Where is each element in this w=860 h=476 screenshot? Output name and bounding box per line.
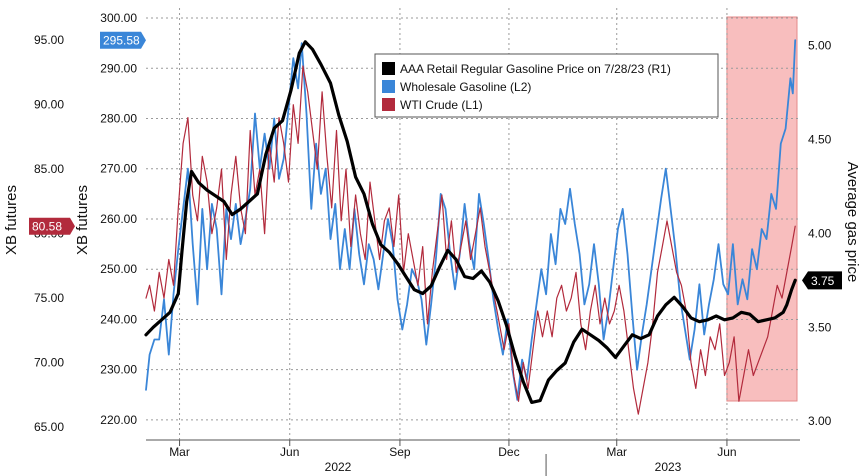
left-inner-current-value-tag-label: 295.58 — [103, 34, 140, 48]
right-tick-label: 4.00 — [808, 226, 832, 240]
legend-swatch-retail — [382, 62, 395, 75]
right-axis-title: Average gas price — [844, 162, 860, 283]
legend: AAA Retail Regular Gasoline Price on 7/2… — [374, 53, 719, 118]
left-outer-tick-label: 70.00 — [34, 356, 64, 370]
highlight-layer — [726, 16, 798, 402]
left-inner-tick-label: 240.00 — [100, 312, 137, 326]
highlight-band — [726, 16, 798, 402]
series-line-aaa-retail-regular-gasoline-price-on-7-28-23-r1 — [144, 40, 797, 404]
left-inner-tick-label: 220.00 — [100, 413, 137, 427]
left-inner-tick-label: 250.00 — [100, 262, 137, 276]
legend-box — [374, 53, 719, 118]
x-tick-label-month: Jun — [717, 445, 736, 459]
left-inner-tick-label: 260.00 — [100, 212, 137, 226]
right-tick-label: 3.00 — [808, 414, 832, 428]
left-outer-current-value-tag-label: 80.58 — [32, 220, 62, 234]
x-tick-label-month: Dec — [498, 445, 519, 459]
left-outer-tick-label: 95.00 — [34, 33, 64, 47]
left-outer-tick-label: 85.00 — [34, 162, 64, 176]
axis-layer: Mar Jun Sep Dec Mar Jun 2022 2023 95.00 90.00 85.0… — [29, 11, 842, 476]
legend-swatch-wholesale — [382, 80, 395, 93]
series-line-wti-crude-l1 — [145, 65, 796, 415]
legend-label-wti: WTI Crude (L1) — [400, 98, 483, 112]
x-tick-label-month: Mar — [606, 445, 627, 459]
left-inner-tick-label: 280.00 — [100, 112, 137, 126]
left-outer-axis-title: XB futures — [3, 185, 20, 255]
x-tick-label-month: Mar — [169, 445, 190, 459]
left-inner-tick-label: 290.00 — [100, 61, 137, 75]
left-inner-tick-label: 300.00 — [100, 11, 137, 25]
right-current-value-tag-label: 3.75 — [811, 274, 835, 288]
left-outer-current-value-tag — [29, 217, 75, 235]
left-inner-tick-label: 230.00 — [100, 363, 137, 377]
right-current-value-tag — [802, 271, 842, 290]
left-inner-axis-title: XB futures — [74, 185, 91, 255]
x-year-label: 2022 — [325, 460, 352, 474]
left-outer-tick-label: 65.00 — [34, 420, 64, 434]
left-inner-current-value-tag — [100, 31, 146, 49]
legend-label-wholesale: Wholesale Gasoline (L2) — [400, 80, 531, 94]
legend-swatch-wti — [382, 98, 395, 111]
left-inner-tick-label: 270.00 — [100, 162, 137, 176]
right-tick-label: 4.50 — [808, 132, 832, 146]
right-tick-label: 5.00 — [808, 39, 832, 53]
x-tick-label-month: Sep — [389, 445, 411, 459]
x-tick-label-month: Jun — [280, 445, 299, 459]
legend-label-retail: AAA Retail Regular Gasoline Price on 7/2… — [400, 62, 671, 76]
right-tick-label: 3.50 — [808, 320, 832, 334]
x-year-label: 2023 — [655, 460, 682, 474]
left-outer-tick-label: 90.00 — [34, 98, 64, 112]
left-outer-tick-label: 75.00 — [34, 291, 64, 305]
series-layer — [144, 39, 797, 415]
